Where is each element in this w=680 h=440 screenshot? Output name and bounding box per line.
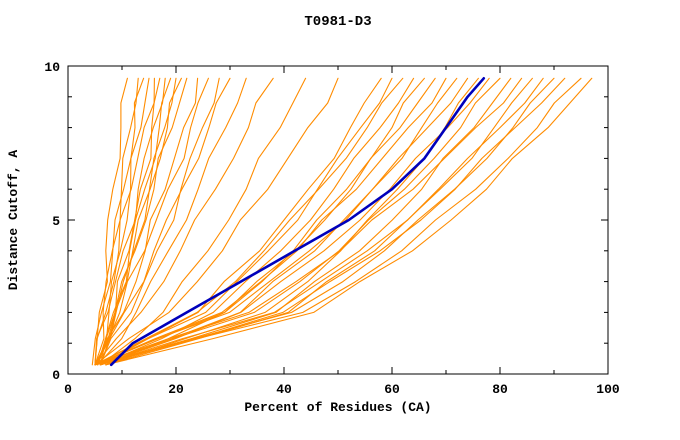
model-curve xyxy=(105,77,479,366)
model-curve xyxy=(99,77,161,366)
model-curve xyxy=(94,77,188,366)
x-axis-label: Percent of Residues (CA) xyxy=(244,400,431,415)
x-tick-label: 0 xyxy=(64,382,72,397)
model-curve xyxy=(94,77,274,366)
model-curve xyxy=(94,77,231,366)
plot-frame xyxy=(67,65,609,375)
model-curve xyxy=(97,77,172,366)
axes-layer: 0 20 40 60 80 100 0 5 10 xyxy=(44,60,620,397)
x-tick-label: 20 xyxy=(168,382,184,397)
model-curve xyxy=(99,77,566,366)
model-curve xyxy=(94,77,501,366)
model-curve xyxy=(99,77,512,366)
x-tick-label: 80 xyxy=(492,382,508,397)
x-tick-label: 40 xyxy=(276,382,292,397)
model-curve xyxy=(97,77,199,366)
model-curve xyxy=(99,77,220,366)
chart-title: T0981-D3 xyxy=(304,14,371,30)
model-curve xyxy=(94,77,523,366)
model-curve xyxy=(94,77,469,366)
model-curve xyxy=(94,77,128,366)
x-tick-label: 60 xyxy=(384,382,400,397)
model-curve xyxy=(94,77,404,366)
model-curve xyxy=(94,77,209,366)
model-curve xyxy=(94,77,447,366)
model-curve xyxy=(99,77,458,366)
model-curve xyxy=(94,77,155,366)
reference-curve xyxy=(109,77,486,367)
model-curve xyxy=(99,77,490,366)
y-tick-label: 5 xyxy=(52,214,60,229)
model-curve xyxy=(94,77,555,366)
model-curve xyxy=(94,77,382,366)
x-tick-label: 100 xyxy=(596,382,620,397)
model-curve xyxy=(97,77,150,366)
model-curve xyxy=(99,77,415,366)
model-curve xyxy=(105,77,593,366)
model-curve xyxy=(97,77,247,366)
y-axis-label: Distance Cutoff, A xyxy=(6,150,21,291)
model-curve xyxy=(94,77,582,366)
model-curve xyxy=(91,77,145,366)
model-curve xyxy=(94,77,177,366)
series-layer xyxy=(91,77,593,367)
model-curve xyxy=(99,77,544,366)
model-curve xyxy=(99,77,393,366)
y-tick-label: 0 xyxy=(52,368,60,383)
model-curve xyxy=(94,77,339,366)
y-tick-label: 10 xyxy=(44,60,60,75)
model-curve xyxy=(94,77,425,366)
model-curve xyxy=(99,77,307,366)
model-curve xyxy=(99,77,182,366)
